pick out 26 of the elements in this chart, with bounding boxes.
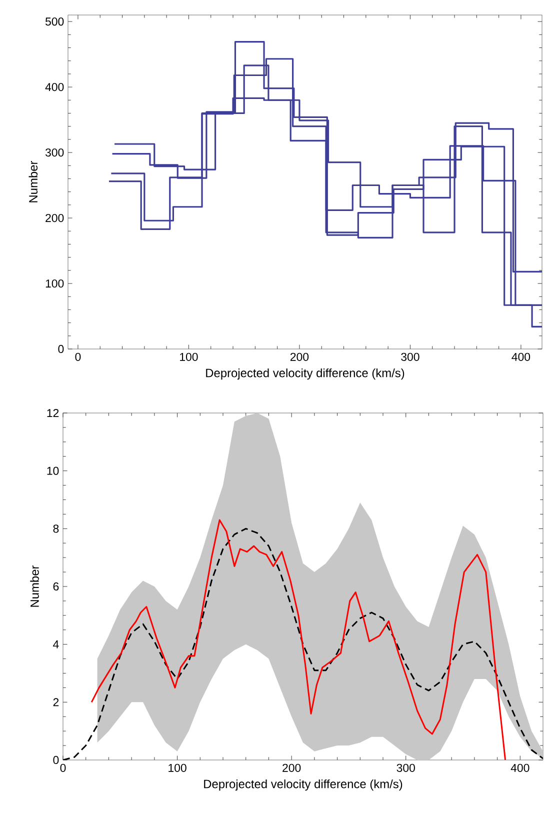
x-tick-label: 100 [180, 352, 198, 361]
y-tick-label: 12 [47, 408, 59, 417]
x-tick-label: 0 [75, 352, 81, 361]
x-tick-label: 200 [282, 764, 301, 772]
y-axis-title: Number [28, 160, 38, 202]
x-tick-label: 400 [512, 352, 530, 361]
x-tick-label: 300 [396, 764, 415, 772]
y-tick-label: 200 [46, 214, 64, 222]
y-tick-label: 300 [45, 148, 64, 157]
x-tick-label: 300 [401, 352, 420, 361]
y-tick-label: 0 [58, 344, 64, 354]
x-axis-title: Deprojected velocity difference (km/s) [206, 368, 404, 380]
y-tick-label: 10 [47, 466, 59, 475]
y-tick-label: 8 [53, 524, 59, 533]
y-tick-label: 100 [46, 279, 64, 288]
y-tick-label: 2 [53, 698, 59, 706]
x-tick-label: 200 [290, 352, 309, 361]
y-tick-label: 4 [53, 640, 59, 648]
x-tick-label: 100 [168, 764, 186, 772]
y-tick-label: 500 [45, 17, 64, 26]
x-axis-title: Deprojected velocity difference (km/s) [204, 779, 402, 791]
y-tick-label: 0 [53, 756, 59, 764]
y-tick-label: 400 [45, 82, 64, 92]
y-axis-title: Number [30, 565, 39, 607]
x-tick-label: 400 [510, 764, 530, 772]
y-tick-label: 6 [53, 582, 59, 591]
